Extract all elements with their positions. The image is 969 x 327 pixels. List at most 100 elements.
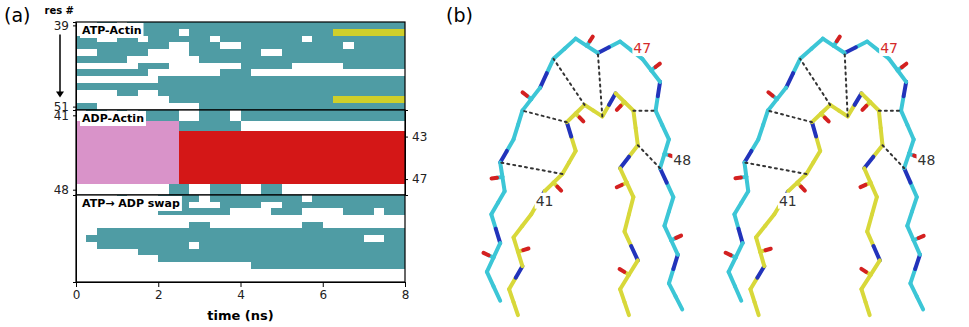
cell: [292, 242, 303, 249]
cell: [199, 228, 210, 235]
cell: [220, 184, 231, 195]
bond: [676, 296, 683, 309]
cell: [323, 275, 334, 282]
cell: [148, 275, 159, 282]
cell: [323, 142, 334, 153]
bond: [625, 302, 629, 315]
cell: [158, 56, 169, 63]
cell: [261, 255, 272, 262]
cell: [261, 275, 272, 282]
cell: [179, 235, 190, 242]
tick: 4: [237, 282, 245, 302]
cell: [395, 249, 405, 256]
cell: [354, 29, 365, 36]
cell: [251, 56, 262, 63]
cell: [282, 215, 293, 222]
cell: [76, 275, 87, 282]
bond: [811, 39, 822, 49]
cell: [220, 96, 231, 103]
cell: [169, 142, 180, 153]
cell: [117, 69, 128, 76]
cell: [138, 249, 149, 256]
cell: [138, 69, 149, 76]
cell: [97, 83, 108, 90]
cell: [343, 249, 354, 256]
molecule: [726, 37, 924, 315]
cell: [354, 49, 365, 56]
cell: [138, 269, 149, 276]
cell: [251, 184, 262, 195]
cell: [271, 36, 282, 43]
cell: [374, 242, 385, 249]
cell: [333, 153, 344, 164]
cell: [179, 255, 190, 262]
cell: [241, 275, 252, 282]
hydrogen-bond: [553, 59, 584, 105]
cell: [354, 153, 365, 164]
cell: [364, 195, 375, 202]
cell: [148, 69, 159, 76]
cell: [148, 228, 159, 235]
cell: [374, 69, 385, 76]
cell: [271, 69, 282, 76]
cell: [158, 22, 169, 29]
cell: [210, 142, 221, 153]
cell: [148, 142, 159, 153]
cell: [230, 215, 241, 222]
cell: [127, 49, 138, 56]
tick-mark: [73, 25, 76, 26]
bond: [642, 59, 651, 71]
cell: [86, 63, 97, 70]
cell: [220, 56, 231, 63]
cell: [384, 222, 395, 229]
cell: [97, 222, 108, 229]
cell: [292, 249, 303, 256]
bond: [813, 151, 820, 163]
cell: [323, 262, 334, 269]
cell: [97, 275, 108, 282]
cell: [292, 83, 303, 90]
cell: [251, 174, 262, 185]
cell: [343, 215, 354, 222]
cell: [169, 174, 180, 185]
cell: [220, 255, 231, 262]
cell: [261, 184, 272, 195]
cell: [179, 63, 190, 70]
cell: [199, 235, 210, 242]
cell: [230, 49, 241, 56]
cell: [333, 163, 344, 174]
cell: [282, 96, 293, 103]
cell: [127, 174, 138, 185]
cell: [107, 249, 118, 256]
bond: [567, 122, 571, 136]
cell: [189, 76, 200, 83]
cell: [384, 142, 395, 153]
cell: [127, 56, 138, 63]
cell: [271, 255, 282, 262]
cell: [241, 36, 252, 43]
cell: [323, 228, 334, 235]
cell: [312, 174, 323, 185]
cell: [282, 131, 293, 142]
axis-line: [406, 111, 409, 196]
cell: [271, 29, 282, 36]
axis: 4347: [405, 111, 427, 196]
panel-title: ADP-Actin: [82, 112, 144, 125]
cell: [282, 56, 293, 63]
cell: [271, 83, 282, 90]
cell: [86, 153, 97, 164]
bond: [806, 162, 813, 174]
cell: [230, 110, 241, 121]
cell: [333, 63, 344, 70]
cell: [86, 69, 97, 76]
cell: [364, 174, 375, 185]
cell: [107, 255, 118, 262]
cell: [374, 90, 385, 97]
bond: [756, 237, 760, 251]
cell: [86, 56, 97, 63]
cell: [395, 121, 405, 132]
cell: [241, 90, 252, 97]
axis-line: [73, 23, 77, 111]
cell: [179, 262, 190, 269]
cell: [302, 222, 313, 229]
